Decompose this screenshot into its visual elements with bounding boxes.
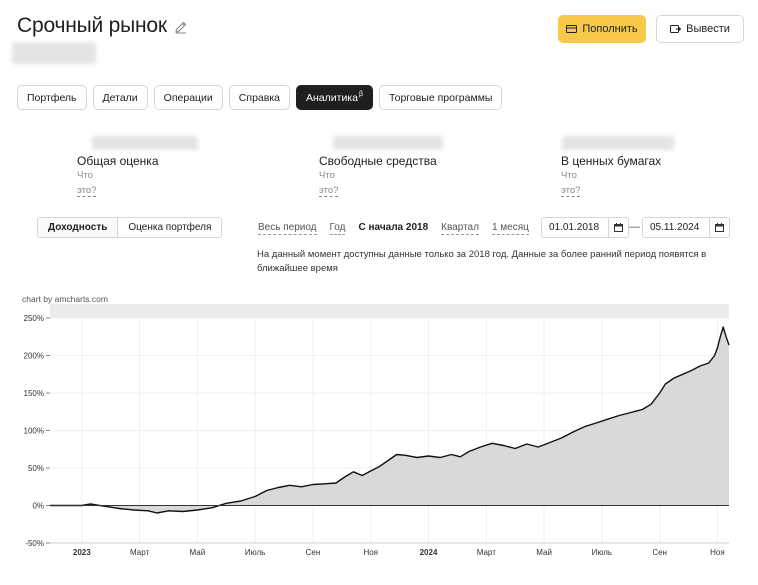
yield-line <box>50 326 730 514</box>
stat-label: В ценных бумагах <box>561 154 662 168</box>
x-tick-label: Май <box>190 548 206 557</box>
x-tick-label: Март <box>477 548 496 557</box>
x-tick-label: Ноя <box>710 548 725 557</box>
wallet-icon <box>566 25 578 33</box>
stat-total: Общая оценка Что это? <box>77 154 159 198</box>
period-month[interactable]: 1 месяц <box>491 222 529 235</box>
wallet-out-icon <box>670 25 682 33</box>
what-is-it-text: Что <box>319 170 335 181</box>
y-tick-label: 50% <box>28 464 44 473</box>
y-tick-label: 250% <box>24 314 44 323</box>
calendar-icon[interactable] <box>608 218 628 237</box>
pencil-edit-icon[interactable] <box>174 20 188 34</box>
page-title: Срочный рынок <box>17 14 167 37</box>
date-from-field[interactable]: 01.01.2018 <box>541 217 629 238</box>
period-since-2018[interactable]: С начала 2018 <box>358 222 429 233</box>
period-all[interactable]: Весь период <box>258 222 317 235</box>
what-is-it-text: Что <box>77 170 93 181</box>
what-is-it-text: Что <box>561 170 577 181</box>
topup-button[interactable]: Пополнить <box>558 15 646 43</box>
stat-free-funds: Свободные средства Что это? <box>319 154 437 198</box>
x-tick-label: 2024 <box>420 548 438 557</box>
free-funds-redacted <box>333 136 443 150</box>
y-tick-label: -50% <box>25 539 44 548</box>
chart-credit-link[interactable]: chart by amcharts.com <box>22 294 108 304</box>
what-is-it-link[interactable]: это? <box>77 185 97 197</box>
what-is-it-link[interactable]: это? <box>319 185 339 197</box>
x-tick-label: Май <box>536 548 552 557</box>
x-tick-label: Июль <box>592 548 612 557</box>
chart-scrollbar <box>50 304 729 318</box>
withdraw-button[interactable]: Вывести <box>656 15 744 43</box>
x-tick-label: Июль <box>245 548 265 557</box>
yield-chart[interactable]: 250% 200% 150% 100% 50% 0% -50% 2023 Март Май Июль… <box>0 300 758 585</box>
period-quarter[interactable]: Квартал <box>441 222 479 235</box>
yield-area <box>50 327 729 513</box>
stat-label: Свободные средства <box>319 154 437 168</box>
view-portfolio-value[interactable]: Оценка портфеля <box>128 222 212 233</box>
stat-securities: В ценных бумагах Что это? <box>561 154 661 198</box>
date-to-value[interactable]: 05.11.2024 <box>650 222 700 233</box>
y-tick-label: 200% <box>24 352 44 361</box>
date-to-field[interactable]: 05.11.2024 <box>642 217 730 238</box>
period-year[interactable]: Год <box>329 222 346 235</box>
securities-value-redacted <box>562 136 674 150</box>
period-selector: Весь период Год С начала 2018 Квартал 1 … <box>258 222 542 235</box>
x-tick-label: Март <box>130 548 149 557</box>
data-availability-notice: На данный момент доступны данные только … <box>257 249 707 274</box>
view-switch: Доходность Оценка портфеля <box>37 217 223 238</box>
withdraw-label: Вывести <box>686 23 730 35</box>
tab-portfolio[interactable]: Портфель <box>17 85 87 110</box>
y-tick-label: 100% <box>24 427 44 436</box>
tab-help[interactable]: Справка <box>228 85 290 110</box>
tab-analytics[interactable]: Аналитика β <box>296 85 374 110</box>
total-value-redacted <box>92 136 198 150</box>
tab-operations[interactable]: Операции <box>153 85 223 110</box>
tab-trading-programs[interactable]: Торговые программы <box>379 85 503 110</box>
calendar-icon[interactable] <box>709 218 729 237</box>
x-tick-label: Сен <box>652 548 667 557</box>
x-tick-label: Сен <box>306 548 321 557</box>
what-is-it-link[interactable]: это? <box>561 185 581 197</box>
date-separator: — <box>629 221 640 233</box>
y-tick-label: 0% <box>32 502 44 511</box>
topup-label: Пополнить <box>582 23 638 35</box>
y-tick-label: 150% <box>24 389 44 398</box>
account-number-redacted <box>12 42 96 64</box>
date-from-value[interactable]: 01.01.2018 <box>549 222 600 233</box>
section-tabs: Портфель Детали Операции Справка Аналити… <box>17 85 503 110</box>
x-tick-label: 2023 <box>73 548 91 557</box>
stat-label: Общая оценка <box>77 154 159 168</box>
beta-badge: β <box>358 91 364 98</box>
view-yield[interactable]: Доходность <box>38 218 119 237</box>
tab-details[interactable]: Детали <box>92 85 148 110</box>
x-tick-label: Ноя <box>363 548 378 557</box>
